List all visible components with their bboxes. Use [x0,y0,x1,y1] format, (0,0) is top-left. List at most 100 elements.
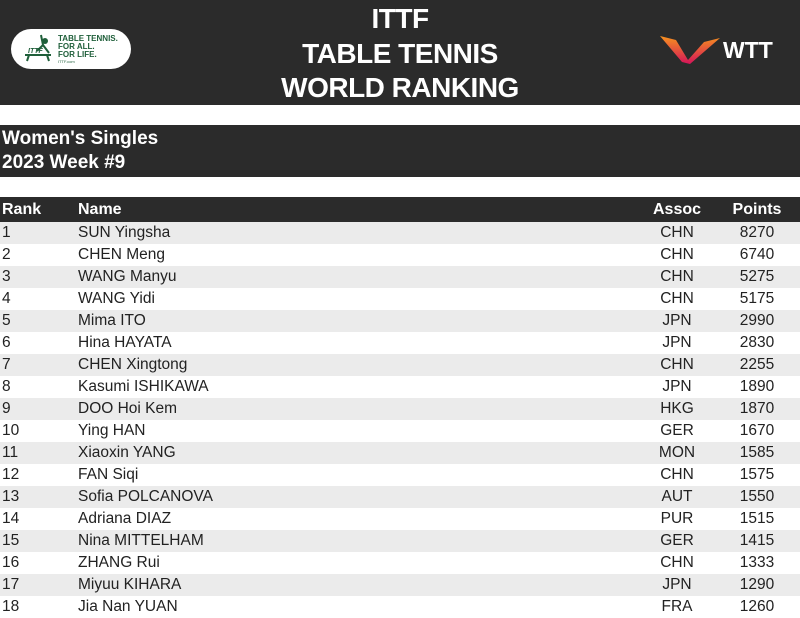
table-row: 15 Nina MITTELHAM GER 1415 [0,530,800,552]
rank-cell: 16 [2,554,20,571]
logo-url: ITTF.com [58,59,75,64]
points-cell: 1260 [739,598,775,615]
points-cell: 2990 [739,312,775,329]
name-cell: WANG Yidi [78,290,155,307]
points-cell: 5175 [739,290,775,307]
name-cell: Ying HAN [78,422,146,439]
rank-cell: 3 [2,268,11,285]
rank-cell: 4 [2,290,11,307]
rank-cell: 14 [2,510,20,527]
points-cell: 1575 [739,466,775,483]
assoc-cell: CHN [660,268,694,285]
name-cell: DOO Hoi Kem [78,400,178,417]
table-row: 16 ZHANG Rui CHN 1333 [0,552,800,574]
points-cell: 1290 [739,576,775,593]
column-header-points: Points [732,201,782,218]
assoc-cell: CHN [660,466,694,483]
name-cell: ZHANG Rui [78,554,160,571]
assoc-cell: JPN [662,576,692,593]
name-cell: Xiaoxin YANG [78,444,176,461]
table-row: 13 Sofia POLCANOVA AUT 1550 [0,486,800,508]
table-row: 4 WANG Yidi CHN 5175 [0,288,800,310]
name-cell: Hina HAYATA [78,334,172,351]
name-cell: CHEN Xingtong [78,356,188,373]
assoc-cell: CHN [660,554,694,571]
wtt-logo: WTT [660,34,790,64]
assoc-cell: CHN [660,290,694,307]
table-header: Rank Name Assoc Points [0,197,800,222]
points-cell: 1870 [739,400,775,417]
title-line: ITTF [371,3,429,34]
rank-cell: 17 [2,576,20,593]
rank-cell: 10 [2,422,20,439]
table-row: 18 Jia Nan YUAN FRA 1260 [0,596,800,618]
assoc-cell: GER [660,532,694,549]
rank-cell: 7 [2,356,11,373]
assoc-cell: CHN [660,246,694,263]
logo-line: FOR LIFE. [58,50,97,59]
column-header-assoc: Assoc [652,201,702,218]
rank-cell: 11 [2,444,19,461]
assoc-cell: GER [660,422,694,439]
rank-cell: 8 [2,378,11,395]
table-row: 14 Adriana DIAZ PUR 1515 [0,508,800,530]
points-cell: 2255 [739,356,775,373]
points-cell: 1333 [739,554,775,571]
points-cell: 1415 [739,532,775,549]
rank-cell: 12 [2,466,20,483]
logo-line: FOR ALL. [58,42,95,51]
name-cell: Nina MITTELHAM [78,532,204,549]
assoc-cell: PUR [660,510,694,527]
table-row: 8 Kasumi ISHIKAWA JPN 1890 [0,376,800,398]
table-row: 9 DOO Hoi Kem HKG 1870 [0,398,800,420]
rank-cell: 15 [2,532,20,549]
name-cell: FAN Siqi [78,466,139,483]
table-row: 2 CHEN Meng CHN 6740 [0,244,800,266]
name-cell: Mima ITO [78,312,146,329]
rank-cell: 9 [2,400,11,417]
ranking-category: Women's Singles [2,128,159,149]
rank-cell: 5 [2,312,11,329]
table-row: 11 Xiaoxin YANG MON 1585 [0,442,800,464]
table-tennis-player-icon: ITTF [25,34,51,62]
points-cell: 1670 [739,422,775,439]
points-cell: 5275 [739,268,775,285]
name-cell: Kasumi ISHIKAWA [78,378,209,395]
points-cell: 1585 [739,444,775,461]
column-header-name: Name [78,201,122,218]
table-row: 5 Mima ITO JPN 2990 [0,310,800,332]
name-cell: Miyuu KIHARA [78,576,182,593]
assoc-cell: HKG [660,400,694,417]
title-line: TABLE TENNIS [302,37,498,69]
wtt-wordmark: WTT [723,37,773,63]
svg-text:ITTF: ITTF [28,48,43,55]
table-row: 7 CHEN Xingtong CHN 2255 [0,354,800,376]
assoc-cell: CHN [660,356,694,373]
points-cell: 1550 [739,488,775,505]
name-cell: SUN Yingsha [78,224,171,241]
name-cell: Sofia POLCANOVA [78,488,213,505]
points-cell: 2830 [739,334,775,351]
assoc-cell: JPN [662,378,692,395]
points-cell: 8270 [739,224,775,241]
logo-line: TABLE TENNIS. [58,34,118,43]
assoc-cell: AUT [661,488,693,505]
rank-cell: 6 [2,334,11,351]
name-cell: CHEN Meng [78,246,165,263]
assoc-cell: JPN [662,334,692,351]
assoc-cell: FRA [661,598,693,615]
table-row: 6 Hina HAYATA JPN 2830 [0,332,800,354]
assoc-cell: JPN [662,312,692,329]
rank-cell: 13 [2,488,20,505]
title-line: WORLD RANKING [281,72,519,103]
table-row: 3 WANG Manyu CHN 5275 [0,266,800,288]
rank-cell: 18 [2,598,20,615]
table-row: 1 SUN Yingsha CHN 8270 [0,222,800,244]
name-cell: Adriana DIAZ [78,510,172,527]
name-cell: WANG Manyu [78,268,177,285]
assoc-cell: CHN [660,224,694,241]
assoc-cell: MON [658,444,696,461]
table-row: 10 Ying HAN GER 1670 [0,420,800,442]
wtt-v-icon [660,36,720,64]
page-title: ITTF TABLE TENNIS WORLD RANKING [0,2,800,106]
